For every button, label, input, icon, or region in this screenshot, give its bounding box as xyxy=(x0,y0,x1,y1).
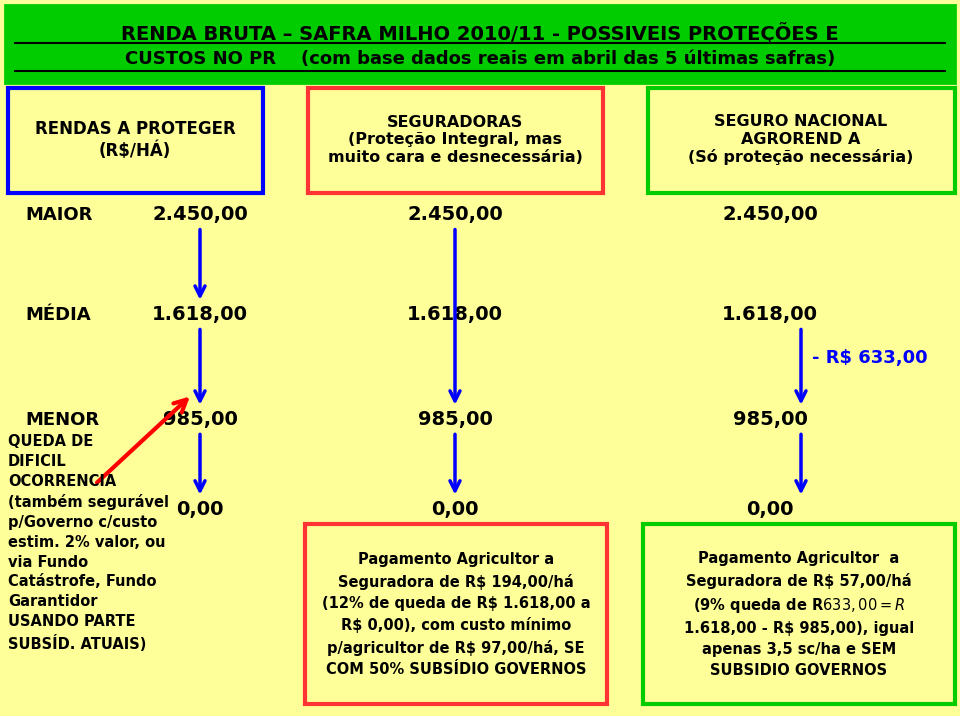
FancyBboxPatch shape xyxy=(648,88,955,193)
Text: 2.450,00: 2.450,00 xyxy=(407,205,503,224)
Text: MENOR: MENOR xyxy=(25,410,99,428)
Text: 985,00: 985,00 xyxy=(418,410,492,429)
Text: CUSTOS NO PR    (com base dados reais em abril das 5 últimas safras): CUSTOS NO PR (com base dados reais em ab… xyxy=(125,50,835,68)
FancyBboxPatch shape xyxy=(305,524,607,704)
Text: 1.618,00: 1.618,00 xyxy=(407,305,503,324)
Text: RENDAS A PROTEGER
(R$/HÁ): RENDAS A PROTEGER (R$/HÁ) xyxy=(35,120,235,160)
Text: 1.618,00: 1.618,00 xyxy=(152,305,248,324)
FancyBboxPatch shape xyxy=(643,524,955,704)
Text: 2.450,00: 2.450,00 xyxy=(722,205,818,224)
FancyBboxPatch shape xyxy=(8,88,263,193)
Text: 0,00: 0,00 xyxy=(746,500,794,519)
Text: MÉDIA: MÉDIA xyxy=(25,306,90,324)
Text: MAIOR: MAIOR xyxy=(25,205,92,224)
Text: RENDA BRUTA – SAFRA MILHO 2010/11 - POSSIVEIS PROTEÇÕES E: RENDA BRUTA – SAFRA MILHO 2010/11 - POSS… xyxy=(121,22,839,44)
Text: SEGURO NACIONAL
AGROREND A
(Só proteção necessária): SEGURO NACIONAL AGROREND A (Só proteção … xyxy=(688,115,914,165)
Text: 985,00: 985,00 xyxy=(162,410,237,429)
FancyBboxPatch shape xyxy=(308,88,603,193)
Text: SEGURADORAS
(Proteção Integral, mas
muito cara e desnecessária): SEGURADORAS (Proteção Integral, mas muit… xyxy=(327,115,583,165)
Text: 0,00: 0,00 xyxy=(177,500,224,519)
Text: 2.450,00: 2.450,00 xyxy=(152,205,248,224)
Text: 0,00: 0,00 xyxy=(431,500,479,519)
Text: 985,00: 985,00 xyxy=(732,410,807,429)
Text: QUEDA DE
DIFICIL
OCORRENCIA
(também segurável
p/Governo c/custo
estim. 2% valor,: QUEDA DE DIFICIL OCORRENCIA (também segu… xyxy=(8,435,169,652)
Text: 1.618,00: 1.618,00 xyxy=(722,305,818,324)
FancyBboxPatch shape xyxy=(5,5,955,83)
Text: Pagamento Agricultor a
Seguradora de R$ 194,00/há
(12% de queda de R$ 1.618,00 a: Pagamento Agricultor a Seguradora de R$ … xyxy=(322,552,590,677)
Text: Pagamento Agricultor  a
Seguradora de R$ 57,00/há
(9% queda de R$ 633,00 = R$
1.: Pagamento Agricultor a Seguradora de R$ … xyxy=(684,551,914,677)
Text: - R$ 633,00: - R$ 633,00 xyxy=(812,349,927,367)
